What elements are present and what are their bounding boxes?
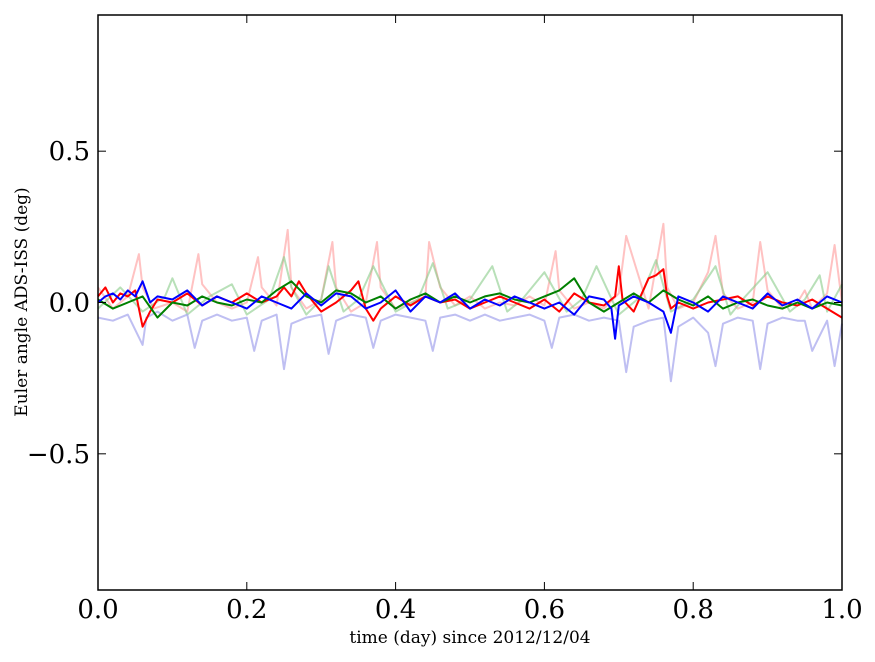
y-tick-label: 0.0 [49,289,90,319]
series-line-4 [97,277,843,319]
x-tick-label: 0.8 [673,595,714,625]
tick-layer: 0.0 0.2 0.4 0.6 0.8 1.0 0.5 0.0 −0.5 [27,15,863,625]
series-line-5 [97,280,843,340]
x-axis-label: time (day) since 2012/12/04 [349,628,590,648]
x-tick-label: 1.0 [821,595,862,625]
x-tick-label: 0.0 [77,595,118,625]
series-layer [97,222,843,383]
y-tick-label: −0.5 [27,440,90,470]
x-tick-label: 0.4 [375,595,416,625]
y-tick-label: 0.5 [49,137,90,167]
series-line-2 [97,310,843,383]
x-tick-label: 0.6 [524,595,565,625]
x-tick-label: 0.2 [226,595,267,625]
y-axis-label: Euler angle ADS-ISS (deg) [12,187,32,416]
